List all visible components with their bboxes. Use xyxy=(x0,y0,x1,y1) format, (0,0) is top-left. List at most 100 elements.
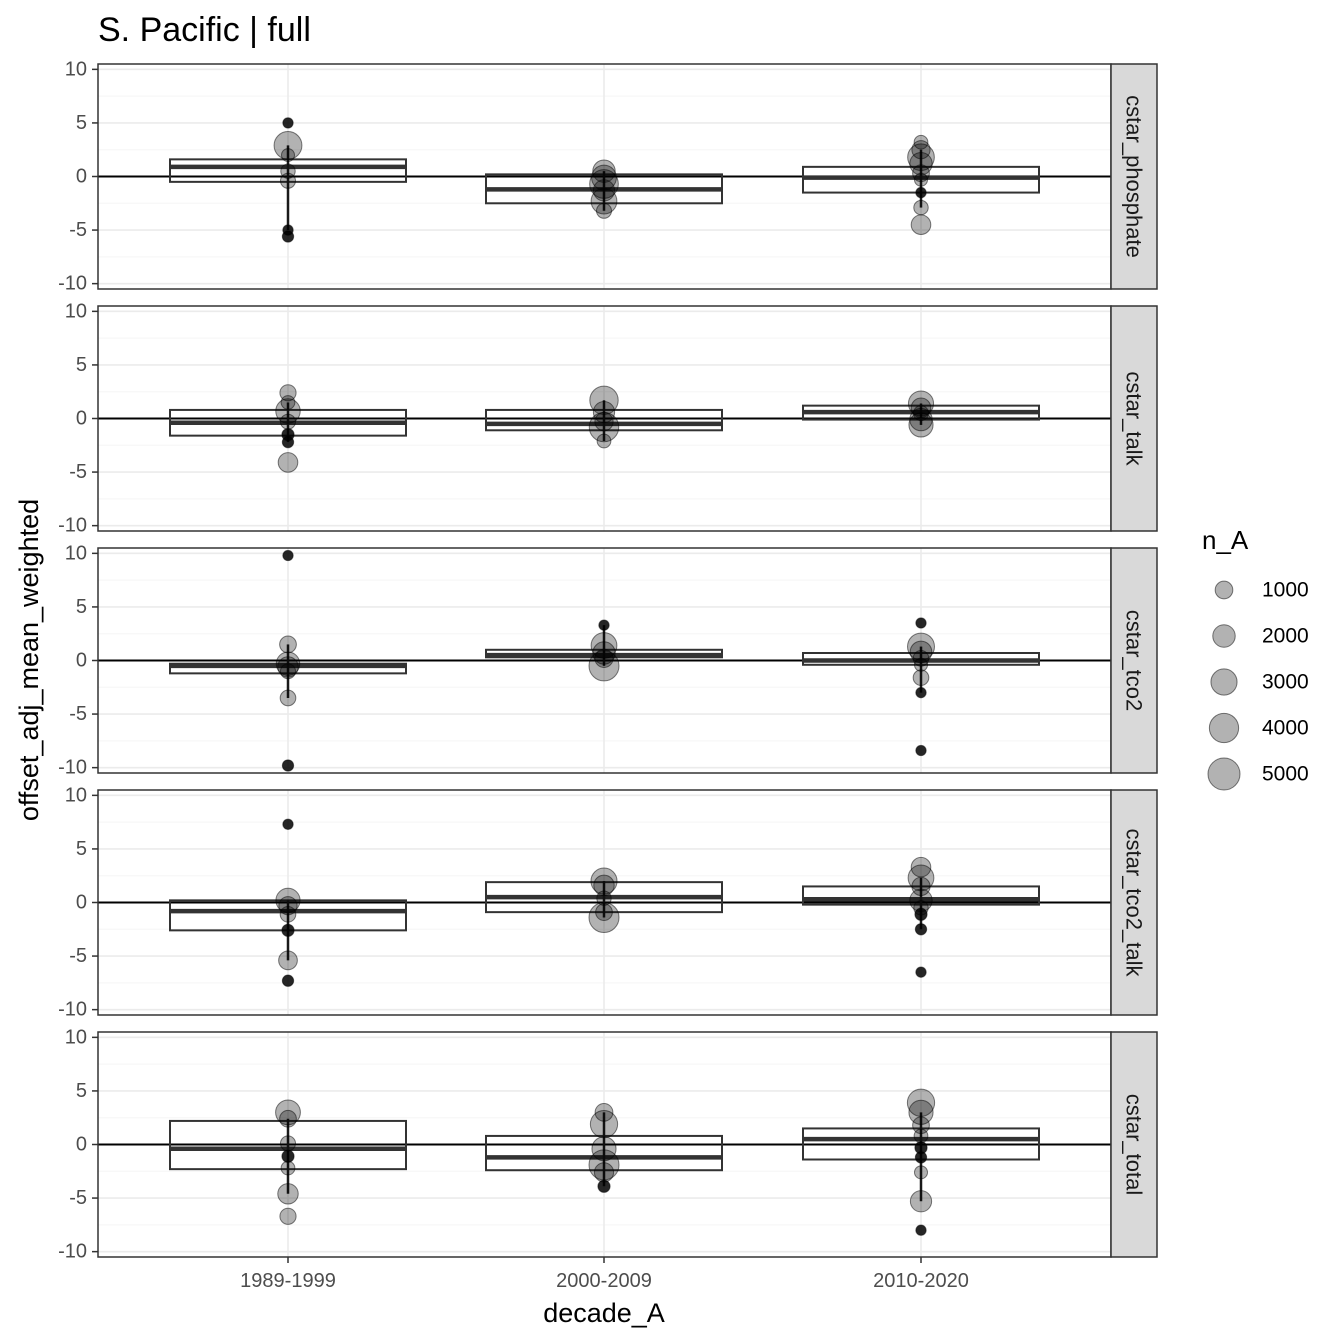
strip-background xyxy=(1110,547,1158,774)
data-point xyxy=(915,186,927,199)
legend-key-circle xyxy=(1212,624,1236,648)
y-tick-label: -10 xyxy=(58,273,87,295)
data-point xyxy=(591,1136,617,1162)
data-point xyxy=(598,619,610,631)
data-point xyxy=(590,867,618,895)
y-tick-label: 0 xyxy=(76,892,87,914)
data-point xyxy=(281,759,295,772)
data-point xyxy=(909,1190,933,1213)
data-point xyxy=(279,689,297,707)
data-point xyxy=(908,412,934,438)
data-point xyxy=(592,159,616,183)
data-point xyxy=(279,663,297,680)
data-point xyxy=(281,1149,295,1163)
y-tick-label: 0 xyxy=(76,408,87,430)
data-point xyxy=(592,179,616,202)
x-tick-label: 2010-2020 xyxy=(873,1270,969,1292)
data-point xyxy=(279,172,297,189)
data-point xyxy=(910,214,932,236)
data-point xyxy=(279,413,297,430)
strip-label: cstar_total xyxy=(1122,1094,1147,1196)
data-point xyxy=(907,632,935,661)
data-point xyxy=(915,1224,927,1236)
legend-label: 2000 xyxy=(1262,625,1309,648)
data-point xyxy=(915,744,927,757)
y-tick-label: 5 xyxy=(76,354,87,376)
x-tick-label: 2000-2009 xyxy=(556,1270,652,1292)
data-point xyxy=(279,1109,297,1128)
data-point xyxy=(279,635,297,654)
y-tick-label: 10 xyxy=(65,784,87,806)
x-axis-title: decade_A xyxy=(543,1298,665,1328)
strip-label: cstar_tco2_talk xyxy=(1122,829,1147,978)
data-point xyxy=(277,452,299,473)
data-point xyxy=(279,905,297,923)
y-tick-label: -5 xyxy=(69,945,87,967)
data-point xyxy=(907,143,935,172)
legend-label: 1000 xyxy=(1262,579,1309,602)
data-point xyxy=(596,433,612,449)
data-point xyxy=(282,117,294,129)
y-tick-label: 5 xyxy=(76,112,87,134)
data-point xyxy=(273,131,303,160)
y-tick-label: 0 xyxy=(76,166,87,188)
legend-label: 5000 xyxy=(1262,763,1309,786)
facet-panels: cstar_phosphate 10 5 0 -5 -10 cstar_talk 10 5 0 -5… xyxy=(58,58,1158,1263)
data-point xyxy=(913,1128,929,1144)
data-point xyxy=(588,902,620,933)
data-point xyxy=(594,648,614,668)
data-point xyxy=(909,151,933,176)
legend-key-circle xyxy=(1208,712,1240,744)
data-point xyxy=(915,966,927,978)
data-point xyxy=(915,617,927,629)
data-point xyxy=(913,657,929,672)
y-tick-label: -10 xyxy=(58,999,87,1021)
y-tick-label: -10 xyxy=(58,757,87,779)
data-point xyxy=(912,1116,930,1135)
data-point xyxy=(914,1151,928,1164)
data-point xyxy=(597,1179,611,1193)
data-point xyxy=(596,890,612,906)
data-point xyxy=(589,1110,619,1139)
y-axis-title: offset_adj_mean_weighted xyxy=(14,499,44,821)
y-tick-label: -5 xyxy=(69,219,87,241)
data-point xyxy=(279,1135,297,1152)
data-point xyxy=(589,385,619,415)
y-tick-label: -5 xyxy=(69,703,87,725)
y-tick-label: 10 xyxy=(65,1026,87,1048)
x-axis: 1989-1999 2000-2009 2010-2020 xyxy=(240,1257,969,1292)
data-point xyxy=(913,199,929,216)
data-point xyxy=(278,896,298,916)
data-point xyxy=(907,864,935,892)
strip-label: cstar_phosphate xyxy=(1122,95,1147,258)
data-point xyxy=(281,974,295,987)
data-point xyxy=(909,640,933,664)
y-tick-label: -10 xyxy=(58,515,87,537)
y-tick-label: 10 xyxy=(65,300,87,322)
data-point xyxy=(593,874,615,897)
data-point xyxy=(914,907,928,921)
data-point xyxy=(913,1165,929,1180)
y-tick-label: 5 xyxy=(76,596,87,618)
data-point xyxy=(278,950,298,971)
data-point xyxy=(913,134,929,150)
legend-label: 4000 xyxy=(1262,717,1309,740)
data-point xyxy=(280,1160,296,1176)
y-tick-label: 10 xyxy=(65,542,87,564)
facet-panel-cstar_talk: cstar_talk 10 5 0 -5 -10 xyxy=(58,300,1158,537)
strip-background xyxy=(1110,1031,1158,1258)
strip-background xyxy=(1110,63,1158,290)
data-point xyxy=(912,669,930,686)
data-point xyxy=(277,1183,299,1205)
data-point xyxy=(282,549,294,562)
data-point xyxy=(588,411,620,443)
legend-key-circle xyxy=(1210,668,1238,696)
data-point xyxy=(908,1099,934,1125)
y-tick-label: -10 xyxy=(58,1241,87,1263)
strip-label: cstar_talk xyxy=(1122,371,1147,466)
data-point xyxy=(911,876,931,897)
data-point xyxy=(913,172,929,187)
data-point xyxy=(592,641,616,665)
legend-label: 3000 xyxy=(1262,671,1309,694)
